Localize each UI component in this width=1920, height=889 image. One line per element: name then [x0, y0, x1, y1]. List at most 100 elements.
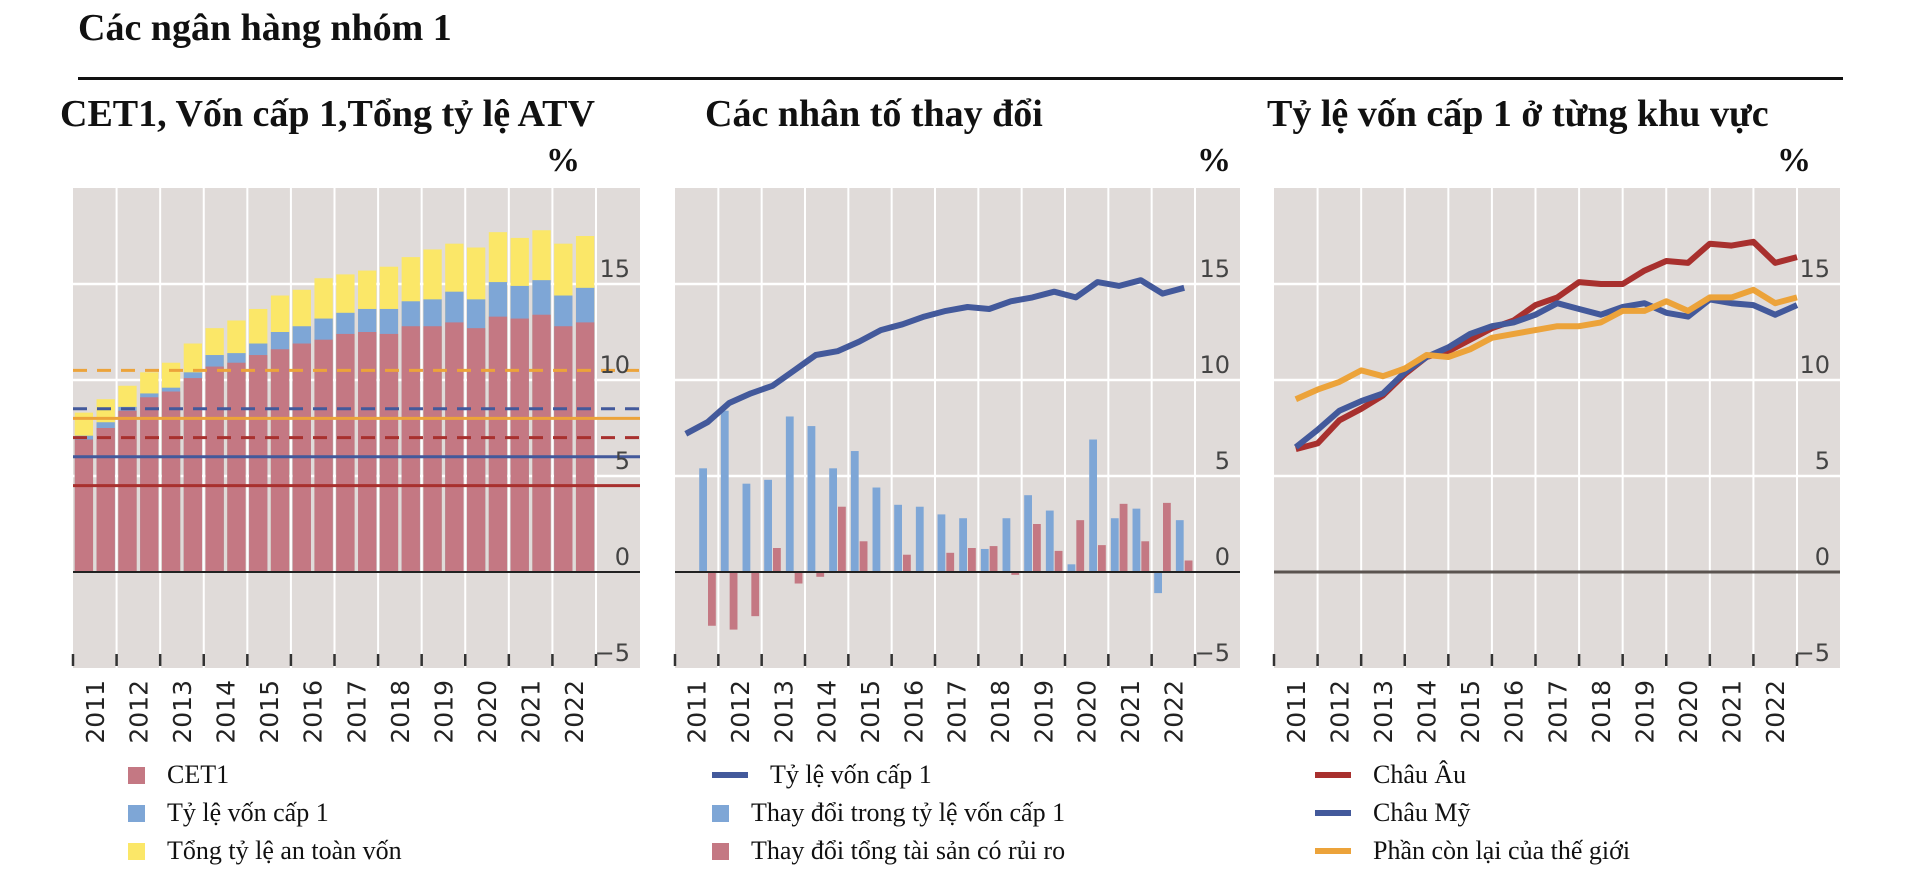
x-tick-label: 2017	[943, 680, 972, 744]
bar-cet1	[227, 362, 246, 572]
x-tick-label: 2011	[81, 680, 110, 744]
x-tick-label: 2020	[1073, 680, 1102, 744]
legend-item: Châu Mỹ	[1315, 794, 1630, 832]
bar-cet1	[74, 439, 94, 572]
bar-cet1	[1033, 524, 1041, 572]
bar-cet1	[946, 552, 955, 572]
bar-cet1	[1119, 503, 1128, 572]
bar-cet1	[708, 572, 716, 626]
bar-cet1	[575, 322, 595, 572]
y-tick-label: 5	[1215, 447, 1230, 475]
bar-cet1	[96, 428, 115, 572]
y-tick-label: 10	[1199, 351, 1230, 379]
plot-background	[1274, 188, 1840, 668]
x-tick-label: 2019	[429, 680, 458, 744]
legend-box-swatch	[712, 842, 729, 860]
legend-item: Châu Âu	[1315, 756, 1630, 794]
bar-cet1	[838, 506, 846, 572]
bar-cet1	[249, 355, 268, 572]
bar-tier1	[1132, 508, 1141, 572]
legend-label: Tỷ lệ vốn cấp 1	[167, 798, 329, 827]
bar-tier1	[872, 487, 881, 572]
x-tick-label: 2018	[1587, 680, 1616, 744]
page-title: Các ngân hàng nhóm 1	[78, 7, 452, 49]
x-tick-label: 2021	[1116, 680, 1145, 744]
middle-legend: Tỷ lệ vốn cấp 1 Thay đổi trong tỷ lệ vốn …	[712, 756, 1065, 870]
bar-tier1	[1089, 439, 1097, 572]
x-tick-label: 2021	[1718, 680, 1747, 744]
legend-label: Thay đổi tổng tài sản có rủi ro	[751, 836, 1066, 865]
bar-tier1	[980, 548, 989, 572]
bar-cet1	[794, 572, 803, 584]
y-tick-label: −5	[595, 639, 630, 667]
legend-box-swatch	[128, 766, 145, 784]
bar-tier1	[1154, 572, 1162, 594]
bar-cet1	[358, 332, 377, 572]
x-tick-label: 2020	[1674, 680, 1703, 744]
legend-line-swatch	[712, 772, 748, 778]
bar-cet1	[773, 548, 781, 572]
title-divider	[78, 77, 1843, 80]
bar-cet1	[532, 314, 551, 572]
legend-label: CET1	[167, 760, 230, 789]
bar-tier1	[764, 479, 772, 572]
bar-cet1	[1141, 541, 1150, 572]
bar-cet1	[1011, 572, 1020, 575]
plot-background	[675, 188, 1240, 668]
legend-item: Tỷ lệ vốn cấp 1	[712, 756, 1065, 794]
x-tick-label: 2014	[1413, 680, 1442, 744]
x-tick-label: 2015	[1456, 680, 1485, 744]
legend-box-swatch	[128, 842, 145, 860]
bar-cet1	[336, 333, 355, 572]
bar-tier1	[850, 451, 859, 572]
bar-tier1	[742, 483, 751, 572]
y-tick-label: 0	[615, 543, 630, 571]
x-tick-label: 2015	[255, 680, 284, 744]
y-tick-label: 0	[1815, 543, 1830, 571]
y-tick-label: 5	[1815, 447, 1830, 475]
bar-tier1	[937, 514, 946, 572]
legend-item: Tỷ lệ vốn cấp 1	[128, 794, 402, 832]
left-unit-label: %	[546, 142, 580, 179]
x-tick-label: 2016	[1500, 680, 1529, 744]
bar-tier1	[915, 506, 924, 572]
right-legend: Châu Âu Châu Mỹ Phần còn lại của thế giới	[1315, 756, 1630, 870]
middle-chart-title: Các nhân tố thay đổi	[705, 93, 1043, 135]
x-tick-label: 2012	[124, 680, 153, 744]
x-tick-label: 2020	[473, 680, 502, 744]
bar-tier1	[1045, 510, 1054, 572]
legend-label: Tổng tỷ lệ an toàn vốn	[167, 836, 402, 865]
legend-item: Tổng tỷ lệ an toàn vốn	[128, 832, 402, 870]
bar-cet1	[859, 541, 868, 572]
bar-cet1	[270, 349, 290, 572]
bar-cet1	[989, 546, 998, 572]
y-tick-label: 15	[1799, 255, 1830, 283]
left-chart-title: CET1, Vốn cấp 1,Tổng tỷ lệ ATV	[60, 93, 595, 135]
legend-item: Thay đổi trong tỷ lệ vốn cấp 1	[712, 794, 1065, 832]
x-tick-label: 2014	[212, 680, 241, 744]
x-tick-label: 2016	[899, 680, 928, 744]
bar-cet1	[1163, 502, 1171, 572]
x-tick-label: 2014	[813, 680, 842, 744]
legend-label: Châu Âu	[1373, 760, 1467, 789]
legend-item: CET1	[128, 756, 402, 794]
x-tick-label: 2021	[517, 680, 546, 744]
bar-cet1	[510, 318, 529, 572]
x-tick-label: 2012	[1325, 680, 1354, 744]
bar-cet1	[816, 572, 825, 577]
bar-tier1	[785, 416, 794, 572]
bar-cet1	[183, 378, 203, 572]
legend-line-swatch	[1315, 810, 1351, 816]
bar-cet1	[379, 333, 399, 572]
x-tick-label: 2018	[986, 680, 1015, 744]
legend-label: Tỷ lệ vốn cấp 1	[770, 760, 932, 789]
x-tick-label: 2018	[386, 680, 415, 744]
y-tick-label: 0	[1215, 543, 1230, 571]
legend-box-swatch	[712, 804, 729, 822]
line-line_blue	[684, 277, 1185, 437]
bar-cet1	[903, 554, 911, 572]
y-tick-label: 10	[1799, 351, 1830, 379]
legend-label: Châu Mỹ	[1373, 798, 1471, 827]
bar-tier1	[1175, 520, 1184, 572]
legend-line-swatch	[1315, 848, 1351, 854]
